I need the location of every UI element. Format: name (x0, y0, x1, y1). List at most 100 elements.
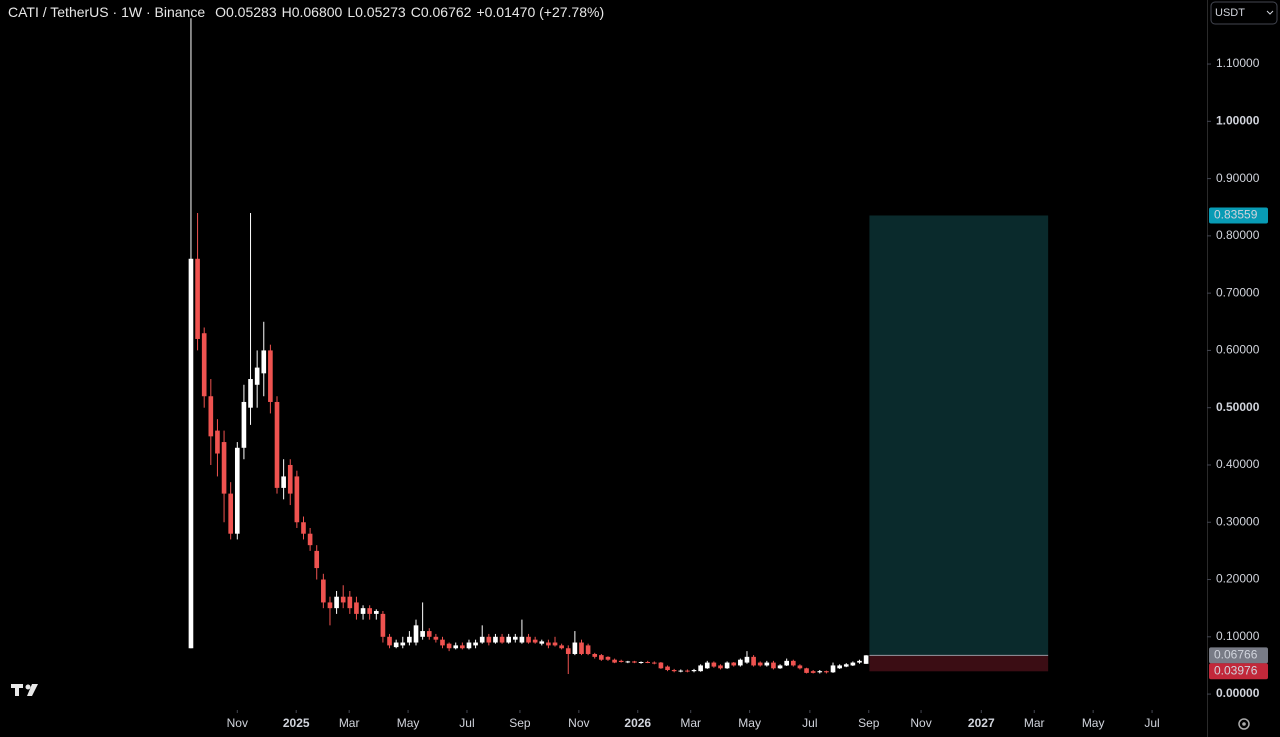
title: CATI / TetherUS · 1W · Binance (8, 4, 205, 20)
candle-body (678, 670, 684, 672)
x-tick-label: Jul (1144, 716, 1159, 730)
currency: USDT (1215, 7, 1245, 19)
candle-body (764, 662, 770, 666)
candle-body (592, 653, 598, 657)
candle-body (837, 665, 842, 669)
dropdown-arrow (1266, 10, 1274, 15)
time-axis (0, 710, 1207, 737)
candle-body (579, 642, 584, 654)
candle-body (499, 636, 505, 643)
candle-body (863, 655, 869, 664)
candle-body (287, 464, 293, 494)
y-tick-label: 0.30000 (1216, 514, 1260, 528)
candle-body (281, 476, 286, 488)
candle-body (691, 670, 697, 672)
candle-body (645, 662, 650, 664)
price-axis (1207, 0, 1280, 737)
ohlc-value: L0.05273 (347, 4, 406, 20)
candle-body (413, 625, 419, 643)
x-tick-label: May (397, 716, 420, 730)
candle-body (254, 367, 260, 385)
candle-body (367, 608, 372, 614)
candle-body (711, 662, 717, 667)
candle-body (466, 642, 472, 649)
candle-body (453, 645, 459, 649)
target-zone (869, 215, 1049, 656)
candle-body (512, 636, 518, 640)
candle-body (552, 642, 558, 646)
candle-body (539, 641, 545, 644)
candle-body (215, 430, 220, 454)
candle-body (718, 665, 723, 669)
candle-body (632, 661, 637, 663)
currency-selector[interactable] (1210, 1, 1278, 25)
candle-body (612, 659, 617, 663)
candle-body (208, 396, 214, 437)
candle-body (387, 636, 392, 646)
candle-body (340, 596, 346, 603)
candle-body (790, 660, 796, 666)
ohlc-value: O0.05283 (215, 4, 277, 20)
candle-body (532, 639, 538, 643)
candle-body (744, 656, 750, 663)
ohlc-value: C0.06762 (411, 4, 472, 20)
tv-logo (11, 684, 38, 696)
candle-body (380, 613, 386, 637)
candle-body (526, 636, 531, 643)
candle-body (274, 401, 280, 488)
candle-body (201, 333, 207, 397)
candle-body (268, 350, 273, 402)
y-tick-label: 0.10000 (1216, 629, 1260, 643)
candle-body (261, 350, 267, 374)
candle-body (321, 579, 326, 603)
candle-body (420, 631, 425, 637)
x-tick-label: Sep (509, 716, 531, 730)
y-tick-label: 0.60000 (1216, 343, 1260, 357)
candle-body (651, 662, 657, 664)
candle-body (188, 258, 194, 649)
x-tick-label: Mar (339, 716, 360, 730)
x-tick-label: Jul (459, 716, 474, 730)
candle-body (559, 645, 564, 649)
candle-body (625, 661, 631, 663)
x-tick-label: Nov (568, 716, 589, 730)
candle-body (241, 401, 247, 448)
candle-body (797, 665, 803, 669)
candle-body (665, 666, 670, 671)
candle-body (784, 660, 790, 666)
x-tick-label: Nov (910, 716, 931, 730)
candle-body (228, 493, 233, 534)
price-label-bg (1209, 663, 1268, 680)
candle-body (638, 662, 644, 664)
candle-body (777, 665, 783, 669)
candle-body (810, 671, 816, 673)
candle-body (843, 664, 849, 667)
candle-body (751, 656, 756, 666)
candle-body (599, 655, 604, 660)
candle-body (685, 670, 690, 672)
x-tick-label: 2026 (624, 716, 651, 730)
y-tick-label: 1.10000 (1216, 56, 1260, 70)
y-tick-label: 0.50000 (1216, 400, 1260, 414)
candle-body (671, 670, 677, 672)
price-label: 0.06766 (1214, 647, 1258, 661)
candle-body (824, 671, 829, 673)
candle-body (771, 662, 776, 669)
price-label-bg (1209, 647, 1268, 664)
candle-body (724, 662, 730, 669)
y-tick-label: 0.00000 (1216, 686, 1260, 700)
candle-body (704, 662, 710, 669)
candle-body (360, 608, 366, 614)
candle-body (850, 662, 856, 666)
candle-body (572, 642, 578, 654)
candle-body (618, 660, 624, 663)
candle-body (519, 636, 525, 643)
settings-icon[interactable] (1238, 718, 1250, 730)
candle-body (294, 476, 300, 523)
candle-body (658, 662, 664, 669)
candle-body (248, 379, 253, 408)
y-tick-label: 0.80000 (1216, 228, 1260, 242)
candle-body (738, 659, 743, 666)
candle-body (400, 642, 406, 646)
candle-body (327, 602, 333, 609)
